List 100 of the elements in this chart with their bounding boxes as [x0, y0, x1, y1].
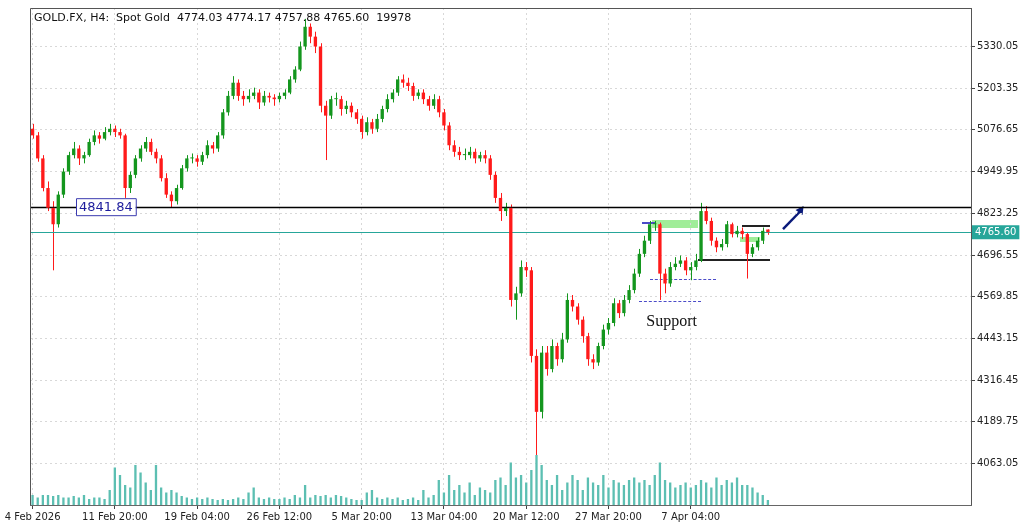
candlestick [298, 41, 302, 72]
bar [499, 477, 502, 505]
candlestick [745, 231, 749, 280]
candlestick [375, 113, 379, 133]
y-tick-label: 4316.45 [977, 373, 1019, 385]
bar [571, 475, 574, 505]
bar [607, 487, 610, 505]
candlestick [560, 332, 564, 363]
bar [175, 492, 178, 505]
y-tick-label: 4823.25 [977, 206, 1019, 218]
candlestick [704, 205, 708, 225]
candlestick [324, 100, 328, 161]
bar [535, 455, 538, 505]
candlestick [488, 154, 492, 181]
candlestick [87, 138, 91, 158]
candlestick [339, 95, 343, 117]
y-tick-label: 5330.05 [977, 40, 1019, 52]
bar [247, 492, 250, 505]
candlestick [334, 92, 338, 107]
bar [211, 499, 214, 505]
candlestick [493, 171, 498, 204]
y-tick-label: 4569.85 [977, 290, 1019, 302]
bar [648, 485, 651, 505]
bar [427, 497, 430, 505]
x-tick-label: 11 Feb 20:00 [82, 510, 148, 522]
candlestick [164, 172, 168, 199]
y-tick-label: 4063.05 [977, 457, 1019, 469]
bar [386, 497, 389, 505]
candlestick [709, 217, 713, 247]
bar [134, 465, 137, 505]
bar [278, 499, 281, 505]
bar [504, 485, 507, 505]
candlestick [442, 108, 446, 131]
bar [458, 485, 461, 505]
bar [530, 470, 533, 505]
candlestick [313, 31, 318, 54]
candlestick [190, 152, 194, 164]
bar [720, 485, 723, 505]
candlestick [627, 284, 631, 304]
candlestick [180, 164, 184, 191]
x-tick-label: 20 Mar 12:00 [492, 510, 560, 522]
bar [643, 480, 646, 505]
candlestick [617, 299, 621, 319]
candlestick [653, 220, 657, 232]
candlestick [36, 131, 40, 163]
candlestick [555, 342, 559, 367]
candlestick [611, 297, 616, 327]
candlestick [725, 220, 729, 248]
candlestick [447, 121, 451, 151]
y-tick-label: 4189.75 [977, 415, 1019, 427]
candlestick [637, 248, 642, 278]
ref-line-label: 4765.60 [975, 225, 1017, 237]
bar [494, 480, 497, 505]
bar [283, 497, 286, 505]
bar [31, 495, 34, 505]
bar [715, 477, 718, 505]
annotation: Support [646, 312, 698, 331]
bar [314, 495, 317, 505]
candlestick [514, 286, 518, 321]
bar [432, 495, 435, 505]
x-tick-label: 26 Feb 12:00 [246, 510, 313, 522]
bar [468, 482, 471, 505]
y-tick-label: 4696.55 [977, 248, 1019, 260]
y-tick-label: 5076.65 [977, 123, 1019, 135]
candlestick [226, 90, 230, 117]
candlestick [51, 200, 55, 271]
bar [540, 465, 543, 505]
bar [355, 500, 358, 505]
bar [756, 492, 759, 505]
candlestick [231, 75, 235, 100]
y-tick-label: 5203.35 [977, 81, 1019, 93]
candlestick [133, 154, 138, 179]
candlestick [66, 151, 71, 176]
chart-title: GOLD.FX, H4: Spot Gold 4774.03 4774.17 4757.88 4765.60 19978 [34, 10, 412, 24]
candlestick [216, 131, 220, 153]
x-tick-label: 5 Mar 20:00 [331, 510, 392, 522]
bar [62, 497, 65, 505]
bar [612, 480, 615, 505]
candlestick [61, 167, 66, 199]
y-tick-label: 4443.15 [977, 332, 1019, 343]
bar [422, 490, 425, 505]
x-tick-label: 19 Feb 04:00 [164, 510, 230, 522]
candlestick [663, 268, 667, 294]
candlestick [221, 108, 225, 140]
candlestick [365, 116, 369, 136]
candlestick [308, 22, 312, 44]
bar [576, 480, 579, 505]
bar [751, 487, 754, 505]
candlestick [159, 154, 163, 182]
bar [684, 482, 687, 505]
candlestick [586, 332, 590, 367]
candlestick [385, 93, 390, 113]
bar [566, 482, 569, 505]
bar [170, 490, 173, 505]
bar [139, 472, 142, 505]
bar [242, 499, 245, 505]
candlestick [411, 82, 415, 102]
candlestick [77, 144, 81, 166]
bar [67, 497, 70, 505]
x-tick-label: 7 Apr 04:00 [661, 510, 721, 522]
